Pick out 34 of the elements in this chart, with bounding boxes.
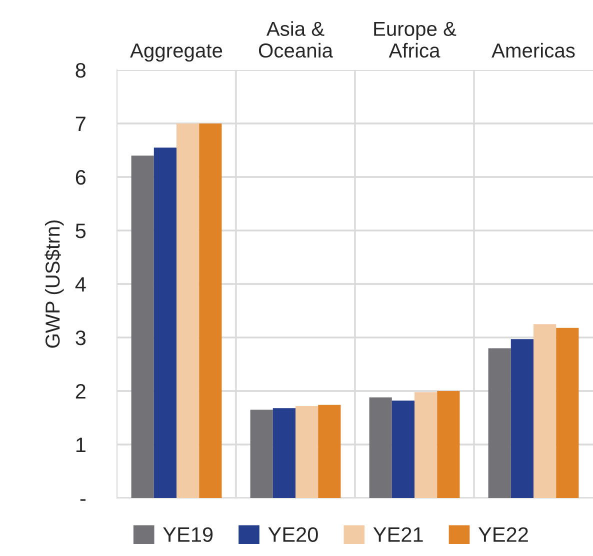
bar bbox=[392, 400, 414, 498]
bar bbox=[296, 406, 318, 498]
legend-label: YE19 bbox=[163, 527, 213, 542]
legend-label: YE22 bbox=[478, 527, 528, 542]
y-tick-label: 6 bbox=[76, 170, 86, 185]
y-tick-label: 1 bbox=[76, 438, 86, 452]
x-tick-label: Europe & Africa bbox=[374, 22, 456, 58]
bar bbox=[176, 124, 200, 498]
x-tick-label: Asia & Oceania bbox=[258, 21, 334, 58]
bar bbox=[556, 328, 579, 498]
legend-label: YE21 bbox=[373, 527, 423, 542]
bar bbox=[318, 404, 341, 498]
y-tick-label: 2 bbox=[76, 384, 86, 399]
bar bbox=[154, 148, 176, 498]
bar bbox=[488, 348, 511, 498]
y-tick-label: 8 bbox=[76, 63, 86, 78]
y-tick-label: 3 bbox=[76, 330, 86, 346]
bar bbox=[369, 397, 392, 498]
bar bbox=[250, 410, 273, 498]
y-tick-label: - bbox=[80, 499, 86, 501]
y-axis-title: GWP (US$trn) bbox=[44, 220, 64, 348]
x-tick-label: Aggregate bbox=[130, 44, 222, 62]
bar bbox=[272, 408, 296, 498]
y-tick-label: 5 bbox=[76, 224, 86, 238]
y-tick-label: 4 bbox=[75, 277, 86, 292]
legend-label: YE20 bbox=[268, 527, 318, 542]
bar bbox=[510, 339, 534, 498]
bar bbox=[534, 324, 556, 498]
bar bbox=[131, 156, 154, 498]
bar bbox=[414, 392, 438, 498]
x-tick-label: Americas bbox=[492, 42, 575, 58]
bar bbox=[437, 391, 460, 498]
bar bbox=[199, 124, 222, 498]
y-tick-label: 7 bbox=[76, 116, 86, 132]
